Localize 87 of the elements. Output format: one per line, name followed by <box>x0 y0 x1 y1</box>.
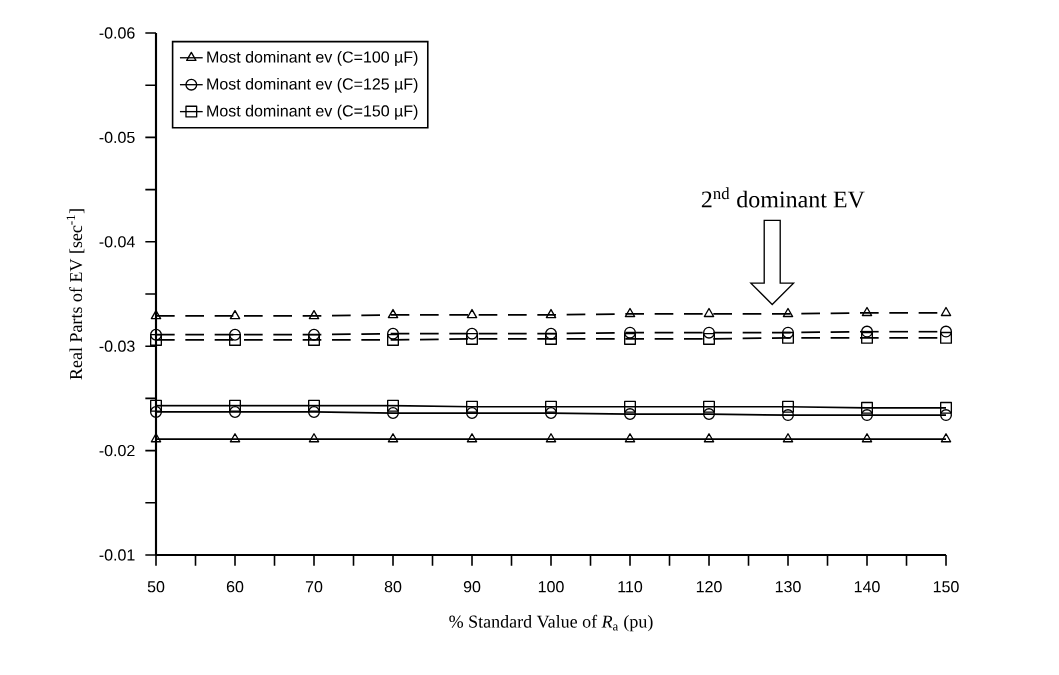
point <box>624 408 637 421</box>
x-tick-label: 150 <box>933 581 959 593</box>
point <box>545 433 557 443</box>
point <box>308 399 321 412</box>
point <box>703 408 716 421</box>
point <box>387 327 400 340</box>
point <box>782 326 795 339</box>
y-tick-label: -0.06 <box>99 27 135 39</box>
y-tick-label: -0.02 <box>99 444 135 457</box>
point <box>861 325 874 338</box>
point <box>229 399 242 412</box>
legend-label: Most dominant ev (C=100 µF) <box>207 50 418 66</box>
x-tick-label: 60 <box>226 581 244 593</box>
point <box>466 308 478 319</box>
y-axis-title: Real Parts of EV [sec$^{-1}$] <box>66 209 85 380</box>
point <box>545 308 557 319</box>
point <box>940 409 953 422</box>
y-tick-label: -0.01 <box>99 549 135 561</box>
point <box>624 332 637 345</box>
point <box>703 332 716 345</box>
x-tick-label: 100 <box>538 581 564 593</box>
point <box>150 405 163 418</box>
point <box>150 399 163 412</box>
point <box>624 400 637 413</box>
point <box>466 400 479 413</box>
point <box>466 433 478 443</box>
point <box>387 407 400 420</box>
point <box>940 331 953 344</box>
point <box>308 309 320 320</box>
point <box>229 309 241 320</box>
point <box>782 400 795 413</box>
point <box>387 308 399 319</box>
legend-label: Most dominant ev (C=150 µF) <box>207 104 418 120</box>
point <box>545 400 558 413</box>
point <box>703 326 716 339</box>
point <box>861 401 874 414</box>
y-tick-label: -0.04 <box>99 236 135 248</box>
point <box>703 400 716 413</box>
point <box>466 407 479 420</box>
x-tick-label: 140 <box>854 581 880 593</box>
annotation: 2$^{nd}$ dominant EV <box>701 187 865 208</box>
x-tick-label: 110 <box>618 581 643 593</box>
x-tick-label: 50 <box>147 581 165 593</box>
point <box>150 328 163 341</box>
x-tick-label: 120 <box>696 581 722 593</box>
point <box>624 326 637 339</box>
y-tick-label: -0.03 <box>99 340 135 352</box>
point <box>940 306 952 317</box>
point <box>308 433 320 443</box>
point <box>940 325 953 338</box>
point <box>782 307 794 318</box>
point <box>545 407 558 420</box>
point <box>308 328 321 341</box>
point <box>861 433 873 443</box>
x-axis-title: % Standard Value of R$_{a}$ (pu) <box>449 614 653 632</box>
x-tick-label: 70 <box>305 581 323 593</box>
point <box>940 433 952 443</box>
legend-label: Most dominant ev (C=125 µF) <box>207 77 418 93</box>
point <box>229 333 242 346</box>
point <box>387 333 400 346</box>
point <box>861 331 874 344</box>
point <box>782 331 795 344</box>
point <box>150 433 162 443</box>
point <box>861 409 874 422</box>
point <box>387 399 400 412</box>
point <box>229 433 241 443</box>
x-tick-label: 130 <box>775 581 801 593</box>
y-tick-label: -0.05 <box>99 131 135 144</box>
point <box>229 405 242 418</box>
point <box>624 433 636 443</box>
point <box>150 333 163 346</box>
point <box>940 401 953 414</box>
point <box>545 332 558 345</box>
point <box>308 405 321 418</box>
point <box>782 409 795 422</box>
point <box>229 328 242 341</box>
x-tick-label: 80 <box>384 581 402 593</box>
point <box>466 327 479 340</box>
point <box>703 433 715 443</box>
point <box>466 332 479 345</box>
point <box>861 306 873 317</box>
point <box>387 433 399 443</box>
point <box>624 307 636 318</box>
point <box>782 433 794 443</box>
point <box>545 327 558 340</box>
point <box>703 307 715 318</box>
x-tick-label: 90 <box>463 581 481 593</box>
